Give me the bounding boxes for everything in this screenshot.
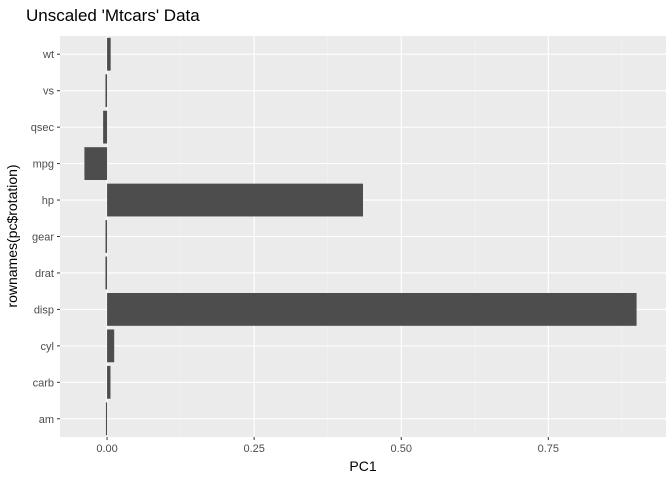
y-tick-label-gear: gear (32, 232, 54, 244)
y-tick-label-disp: disp (34, 304, 54, 316)
y-tick-label-vs: vs (43, 86, 55, 98)
y-tick-label-carb: carb (33, 377, 54, 389)
x-tick-label: 0.75 (538, 443, 559, 455)
bar-drat (105, 256, 108, 290)
bar-qsec (103, 110, 108, 144)
x-tick-label: 0.00 (96, 443, 117, 455)
bar-wt (107, 37, 111, 71)
bar-hp (107, 183, 363, 217)
y-tick-label-wt: wt (42, 49, 54, 61)
x-axis: 0.00 0.25 0.50 0.75 (96, 437, 559, 455)
bar-mpg (84, 147, 108, 180)
y-tick-label-mpg: mpg (33, 159, 54, 171)
y-axis: am carb cyl disp drat gear hp mpg qsec vs wt (31, 49, 60, 426)
y-tick-label-cyl: cyl (41, 341, 54, 353)
y-tick-label-am: am (39, 414, 54, 426)
y-tick-label-qsec: qsec (31, 122, 55, 134)
x-axis-title: PC1 (349, 458, 376, 474)
bar-cyl (107, 329, 115, 363)
bar-gear (105, 220, 108, 253)
chart-title: Unscaled 'Mtcars' Data (26, 6, 200, 25)
bar-disp (107, 293, 637, 326)
x-tick-label: 0.50 (391, 443, 412, 455)
bar-am (105, 402, 108, 436)
bars (84, 37, 637, 436)
y-tick-label-hp: hp (42, 195, 54, 207)
y-tick-label-drat: drat (35, 268, 54, 280)
y-axis-title: rownames(pc$rotation) (4, 164, 20, 307)
bar-carb (107, 365, 111, 399)
x-tick-label: 0.25 (243, 443, 264, 455)
bar-vs (105, 74, 108, 108)
